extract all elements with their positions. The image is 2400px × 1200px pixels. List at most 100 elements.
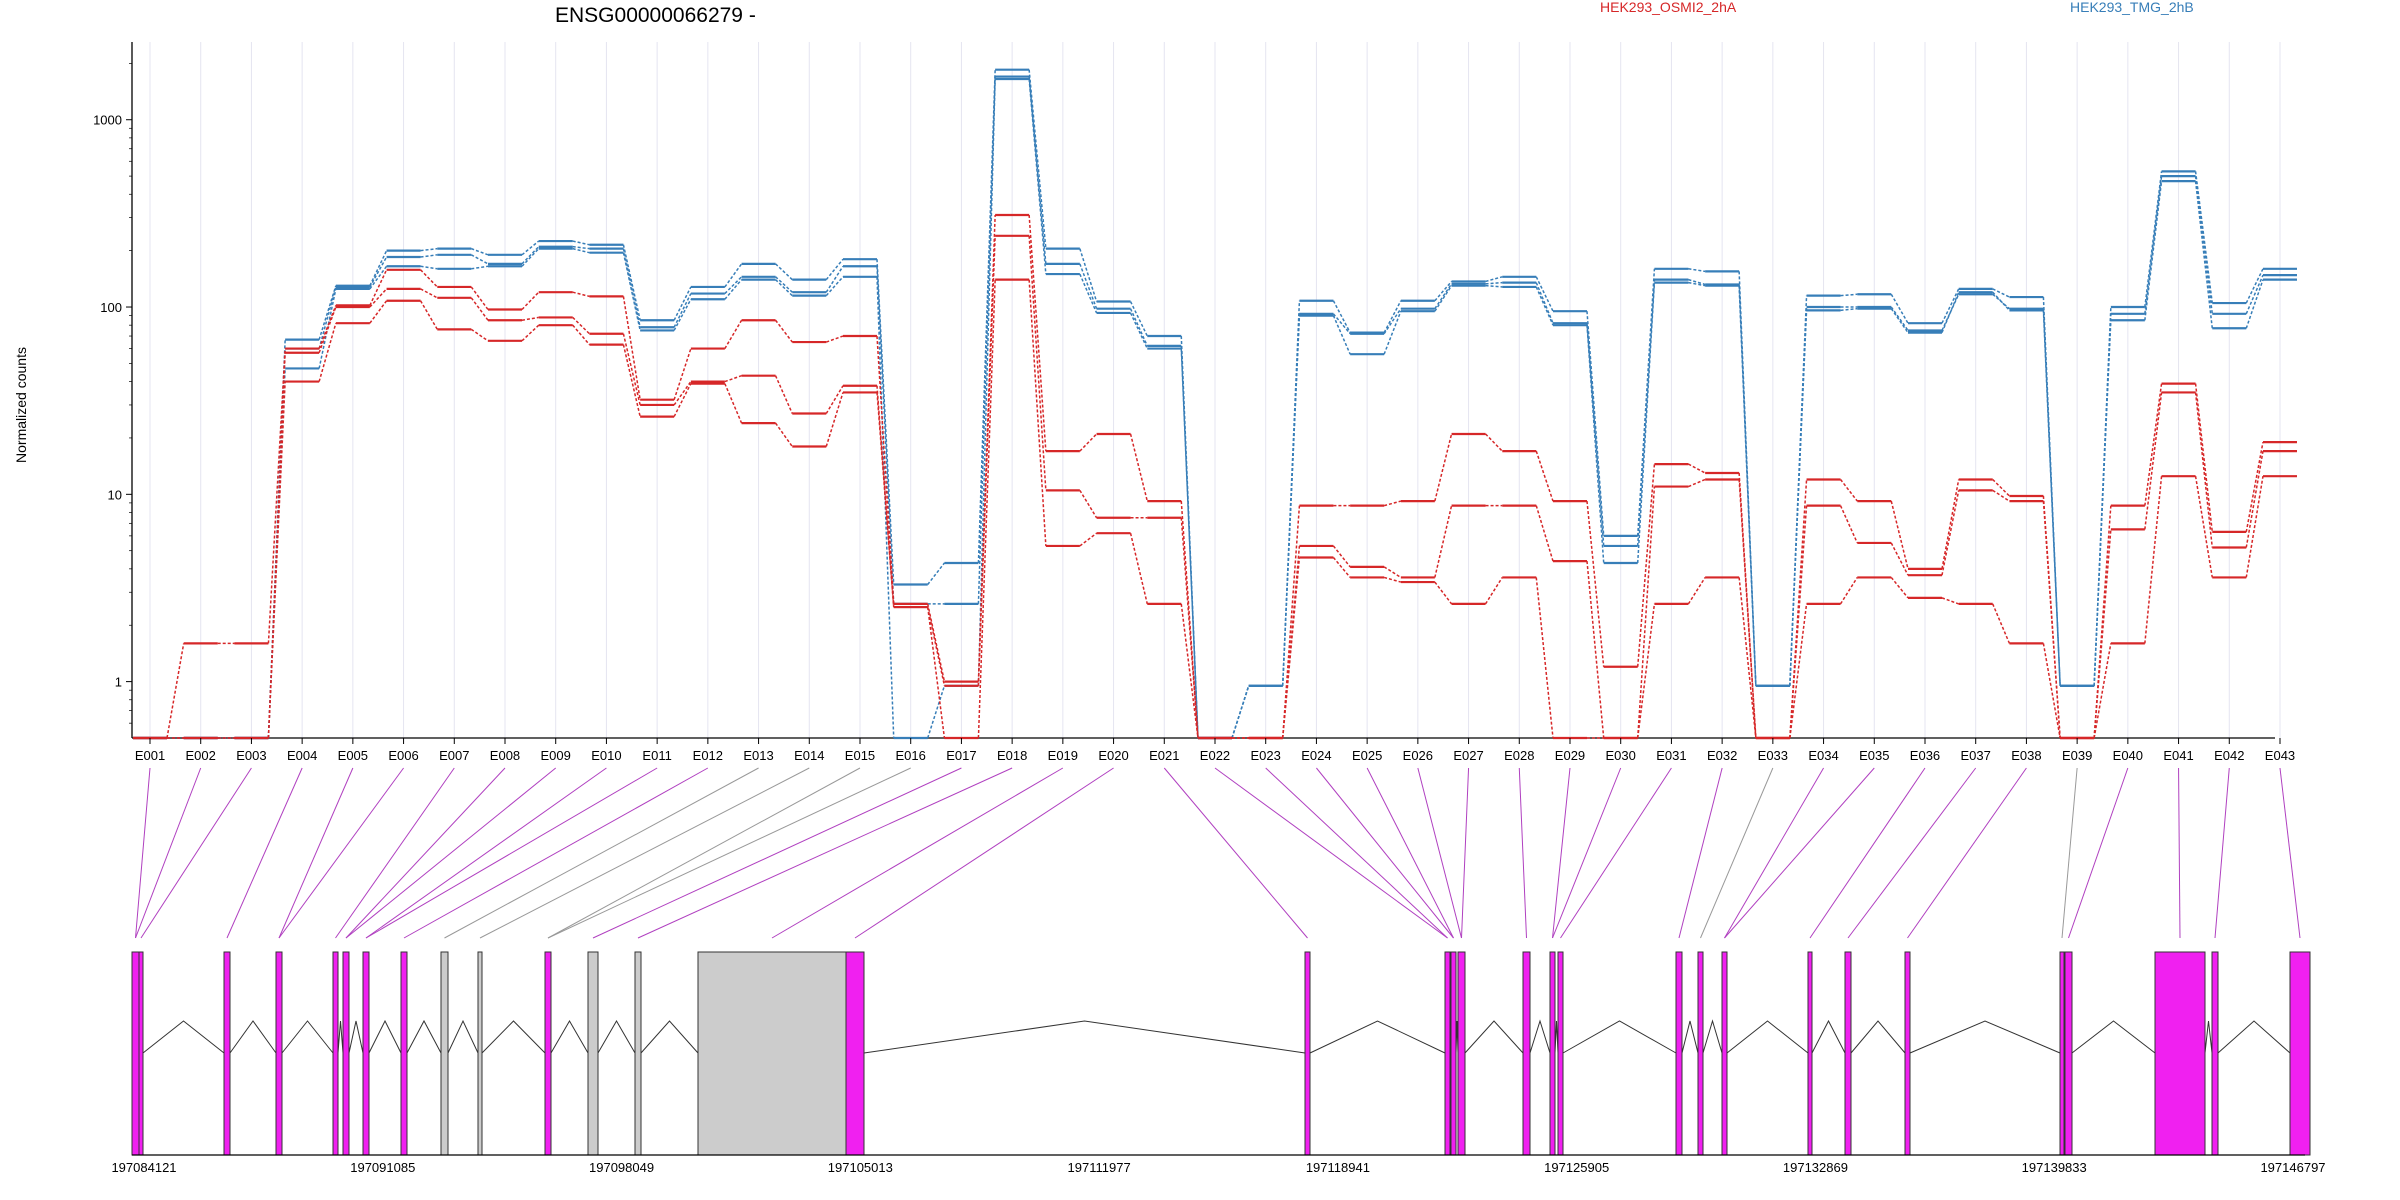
exon-connector — [135, 767, 202, 939]
x-tick-label: E021 — [1149, 748, 1179, 763]
series-connector — [521, 316, 539, 321]
legend-entry-tmg: HEK293_TMG_2hB — [2070, 0, 2194, 15]
series-connector — [1485, 276, 1503, 283]
series-connector — [1079, 532, 1098, 547]
exon-connector — [1560, 767, 1672, 939]
series-connector — [673, 298, 692, 331]
exon-connector — [2061, 767, 2078, 939]
exon — [1697, 951, 1704, 1156]
x-tick-label: E024 — [1301, 748, 1331, 763]
series-connector — [1079, 433, 1098, 452]
series-connector — [1535, 276, 1554, 312]
series-connector — [1687, 577, 1706, 605]
exon — [275, 951, 283, 1156]
series-connector — [420, 254, 438, 258]
exon — [2059, 951, 2065, 1156]
genomic-tick-label: 197125905 — [1544, 1160, 1609, 1175]
series-connector — [673, 286, 692, 321]
series-connector — [2042, 643, 2061, 739]
series-connector — [318, 306, 337, 354]
chart-title: ENSG00000066279 - — [555, 4, 756, 27]
x-tick-label: E003 — [236, 748, 266, 763]
series-connector — [2042, 501, 2061, 739]
exon-connector — [365, 767, 658, 939]
exon-connector — [2068, 767, 2129, 939]
series-connector — [1434, 433, 1453, 502]
x-tick-label: E009 — [541, 748, 571, 763]
series-connector — [1079, 273, 1098, 314]
exon — [697, 951, 847, 1156]
series-connector — [1332, 545, 1351, 568]
intron — [368, 1019, 402, 1054]
series-connector — [977, 235, 996, 686]
exon-connector — [1724, 767, 1824, 939]
series-connector — [1890, 576, 1909, 599]
x-tick-label: E039 — [2062, 748, 2092, 763]
series-connector — [2093, 643, 2112, 739]
series-connector — [724, 374, 742, 383]
gene-model — [131, 951, 2311, 1156]
legend-entry-osmi2: HEK293_OSMI2_2hA — [1600, 0, 1737, 15]
series-connector — [622, 296, 641, 400]
series-connector — [2194, 176, 2214, 314]
series-connector — [1789, 505, 1808, 739]
series-connector — [369, 288, 388, 308]
exon-connector — [2178, 767, 2181, 939]
intron — [1681, 1020, 1699, 1054]
x-tick-label: E008 — [490, 748, 520, 763]
series-connector — [2144, 383, 2163, 506]
series-connector — [420, 247, 438, 252]
series-connector — [1535, 505, 1554, 562]
x-tick-label: E037 — [1961, 748, 1991, 763]
series-connector — [724, 383, 743, 424]
exon-connector — [547, 767, 861, 939]
x-tick-label: E001 — [135, 748, 165, 763]
x-tick-label: E036 — [1910, 748, 1940, 763]
series-connector — [1586, 501, 1605, 667]
series-connector — [1890, 306, 1909, 331]
exon-connector — [1518, 767, 1527, 939]
x-tick-label: E011 — [642, 748, 671, 763]
intron — [1529, 1019, 1551, 1054]
x-tick-label: E040 — [2113, 748, 2143, 763]
exon-connector — [1316, 767, 1454, 939]
x-tick-label: E028 — [1504, 748, 1534, 763]
series-connector — [673, 348, 692, 400]
exon-connector — [637, 767, 1013, 939]
exon-connector — [1678, 767, 1723, 939]
x-tick-label: E014 — [794, 748, 824, 763]
intron — [550, 1020, 589, 1054]
exon-connector — [365, 767, 607, 939]
intron — [2204, 1020, 2213, 1054]
intron — [1811, 1019, 1846, 1054]
series-connector — [1028, 78, 1047, 275]
exon-connector — [444, 767, 759, 939]
series-connector — [825, 392, 844, 447]
exon — [223, 951, 231, 1156]
series-connector — [1839, 577, 1858, 605]
exon-connector — [1552, 767, 1571, 939]
series-connector — [673, 383, 692, 417]
series-connector — [1941, 291, 1960, 333]
exon — [2211, 951, 2219, 1156]
series-connector — [1180, 603, 1199, 739]
exon — [131, 951, 140, 1156]
exon — [440, 951, 449, 1156]
series-connector — [1890, 500, 1909, 570]
exon-connector — [1265, 767, 1448, 939]
series-connector — [1383, 310, 1402, 355]
series-connector — [2194, 392, 2214, 548]
intron — [142, 1020, 225, 1054]
exon-connector — [1366, 767, 1454, 939]
exon — [138, 951, 144, 1156]
y-tick-label: 1000 — [93, 113, 122, 128]
series-connector — [267, 348, 286, 644]
x-tick-label: E010 — [591, 748, 621, 763]
series-connector — [1890, 542, 1909, 576]
exon-connector — [140, 767, 252, 939]
series-connector — [926, 606, 946, 686]
series-connector — [1992, 489, 2010, 502]
series-connector — [1383, 500, 1402, 507]
exon — [1444, 951, 1451, 1156]
series-connector — [1485, 433, 1503, 452]
